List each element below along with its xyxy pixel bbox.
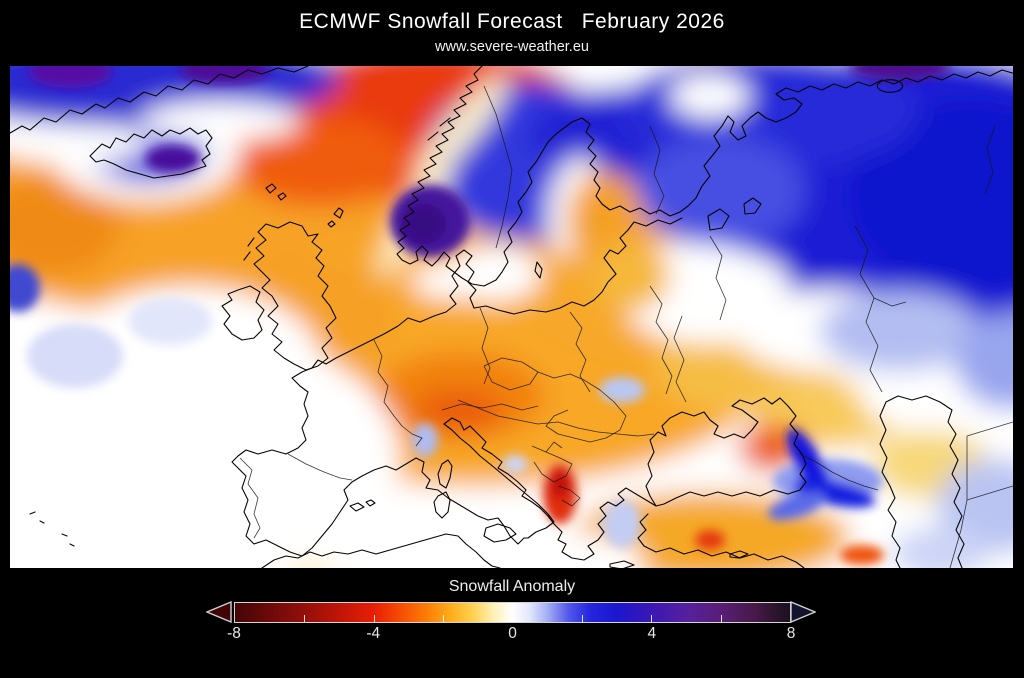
iceland-coastline <box>89 127 213 179</box>
anomaly-map <box>10 66 1013 568</box>
lofoten-islands <box>427 117 451 141</box>
colorbar-tick-label: -4 <box>366 625 381 642</box>
coastlines <box>10 66 1013 568</box>
anomaly-map-svg <box>10 66 1013 568</box>
gotland-island <box>534 261 543 279</box>
lakes-ladoga-onega <box>707 197 762 231</box>
continental-europe-coastline <box>231 217 807 561</box>
page-title: ECMWF Snowfall Forecast February 2026 <box>299 10 725 33</box>
sicily-coastline <box>483 523 517 543</box>
anomaly-field-detail <box>10 66 950 565</box>
colorbar-gradient <box>234 602 791 623</box>
balearic-islands <box>349 499 376 512</box>
sardinia-coastline <box>433 491 451 519</box>
scandinavia-coastline <box>396 66 1013 287</box>
country-borders <box>239 85 1013 568</box>
turkey-west-south-coastline <box>637 513 805 568</box>
site-url: www.severe-weather.eu <box>435 39 589 55</box>
greenland-coastline <box>10 66 309 134</box>
crete-cyprus-islands <box>609 550 749 568</box>
novaya-zemlya-island <box>876 79 904 93</box>
colorbar-tick-label: -8 <box>227 625 241 642</box>
faroe-shetland-islands <box>243 183 344 261</box>
colorbar-tick-label: 0 <box>508 625 517 642</box>
north-africa-coastline <box>261 533 501 568</box>
colorbar-tick-label: 4 <box>647 625 657 642</box>
great-britain-coastline <box>253 221 337 371</box>
colorbar-left-arrow <box>206 601 232 623</box>
colorbar-tick-labels: -8 -4 0 4 8 <box>227 625 795 645</box>
colorbar-right-arrow <box>790 601 816 623</box>
ireland-coastline <box>221 285 265 341</box>
colorbar-title: Snowfall Anomaly <box>448 578 576 595</box>
azores-islands <box>29 511 75 547</box>
corsica-coastline <box>437 459 453 489</box>
caspian-sea-coastline <box>879 395 965 568</box>
colorbar-tick-label: 8 <box>786 625 796 642</box>
